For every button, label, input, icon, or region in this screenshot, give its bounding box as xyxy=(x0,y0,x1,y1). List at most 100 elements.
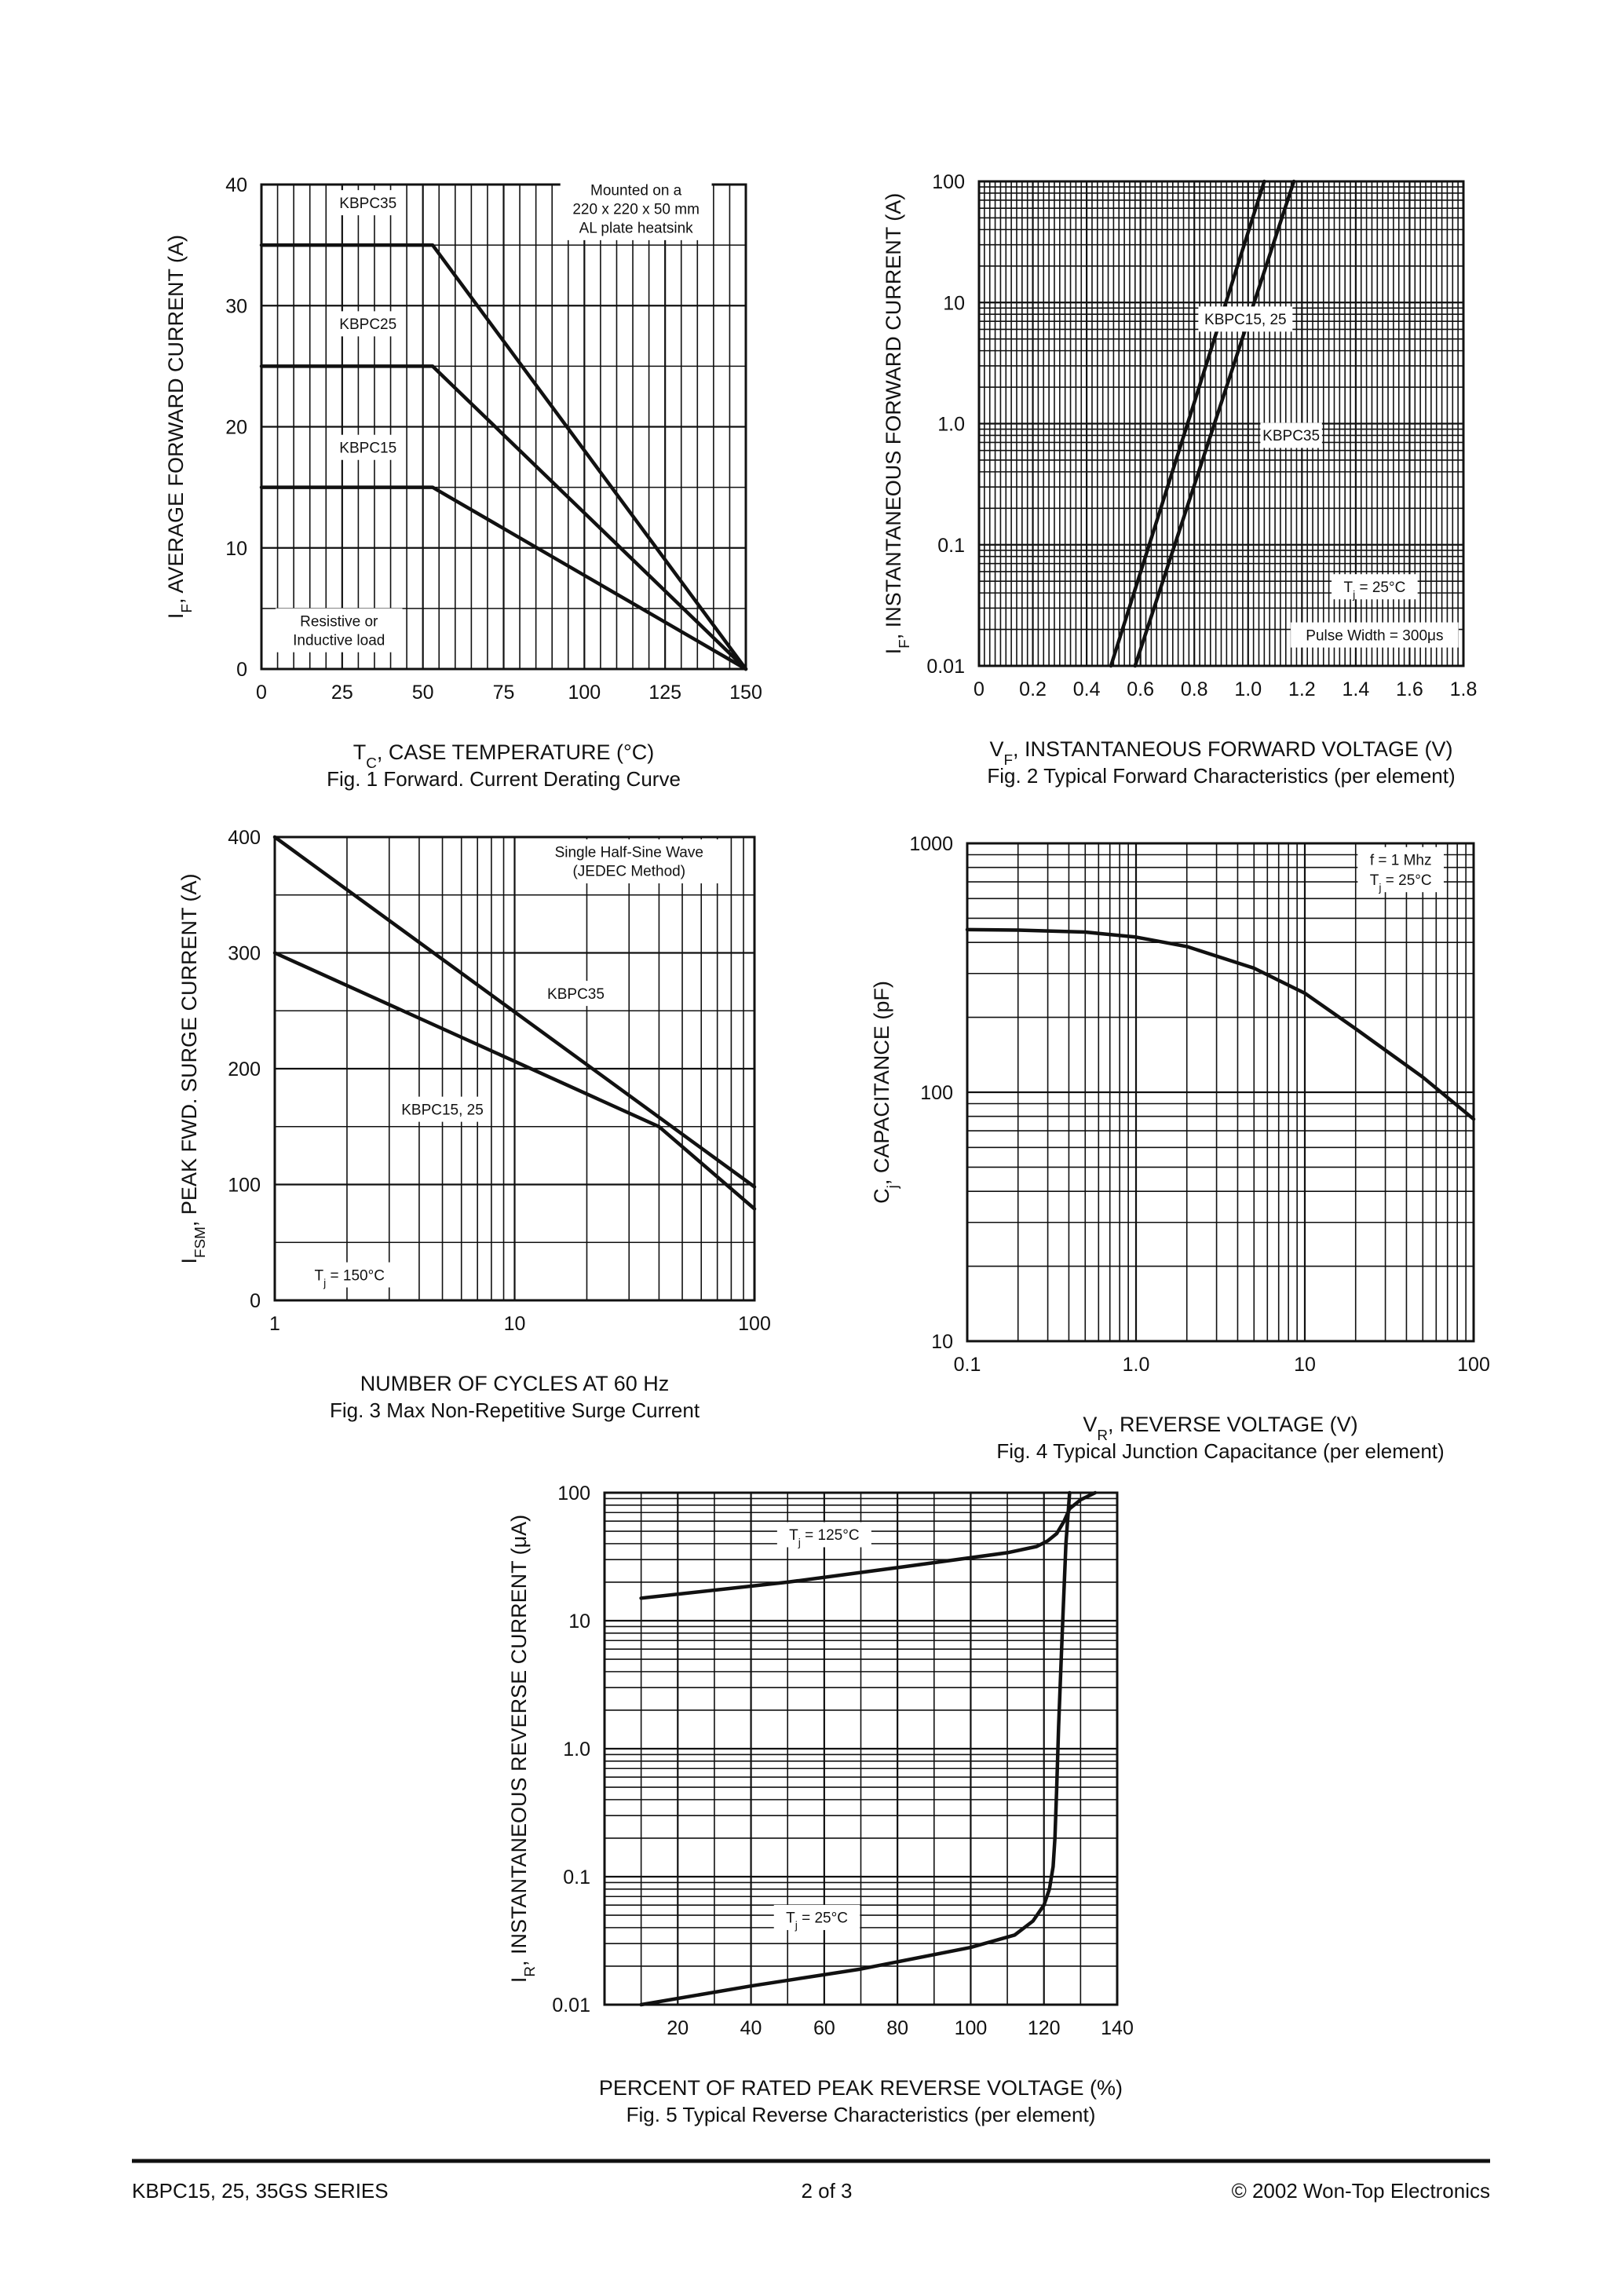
footer-copyright: © 2002 Won-Top Electronics xyxy=(1232,2179,1490,2203)
fig2-y-tick-label: 10 xyxy=(943,292,965,314)
fig3-x-axis-label: NUMBER OF CYCLES AT 60 Hz xyxy=(360,1372,670,1395)
fig1-annotation-text: Resistive or xyxy=(300,613,378,630)
fig1-series-line xyxy=(259,485,748,671)
fig3-plot-frame xyxy=(273,835,756,1302)
fig4-y-tick-label: 10 xyxy=(931,1331,953,1353)
fig3-annotation-text: KBPC35 xyxy=(547,986,605,1003)
fig5-x-tick-label: 120 xyxy=(1028,2017,1061,2039)
fig2-y-tick-label: 0.1 xyxy=(937,535,965,557)
fig2-annotation-box xyxy=(1198,306,1293,332)
fig3-y-tick-label: 200 xyxy=(228,1058,261,1080)
fig5-annotation-text: Tj = 25°C xyxy=(786,1910,848,1932)
fig3-y-tick-label: 400 xyxy=(228,827,261,849)
fig2-annotation-box xyxy=(1291,622,1459,648)
fig2-annotation-box xyxy=(1332,574,1418,600)
fig5-annotation-text: Tj = 125°C xyxy=(789,1527,859,1548)
fig4-y-tick-label: 100 xyxy=(920,1082,953,1104)
fig1-x-axis-label: TC, CASE TEMPERATURE (°C) xyxy=(353,740,655,772)
fig2-x-tick-label: 0.8 xyxy=(1181,678,1208,700)
fig2-annotation-text: KBPC35 xyxy=(1262,428,1320,444)
fig3-annotation-box xyxy=(537,839,721,883)
fig1-annotation-text: 220 x 220 x 50 mm xyxy=(572,202,700,218)
fig3-y-tick-label: 300 xyxy=(228,943,261,965)
fig3-x-tick-label: 1 xyxy=(269,1313,280,1335)
fig1-annotation-box xyxy=(275,608,403,653)
fig2-x-tick-label: 0.6 xyxy=(1127,678,1154,700)
fig1-plot-frame xyxy=(260,183,747,671)
fig1-x-tick-label: 0 xyxy=(256,682,267,704)
fig1-x-tick-label: 50 xyxy=(412,682,434,704)
fig2-x-tick-label: 1.6 xyxy=(1396,678,1423,700)
fig3-series-line xyxy=(272,951,757,1211)
fig2-caption: Fig. 2 Typical Forward Characteristics (… xyxy=(987,764,1455,788)
fig5-y-axis-label: IR, INSTANTANEOUS REVERSE CURRENT (μA) xyxy=(507,1515,539,1983)
fig5-x-axis-label: PERCENT OF RATED PEAK REVERSE VOLTAGE (%… xyxy=(599,2076,1123,2100)
fig1-y-tick-label: 20 xyxy=(225,417,247,439)
fig4-annotation-box xyxy=(1357,867,1444,893)
fig2-plot-frame xyxy=(977,180,1465,667)
fig3-caption: Fig. 3 Max Non-Repetitive Surge Current xyxy=(330,1398,700,1422)
fig2-chart: 0 0.2 0.4 0.6 0.8 1.0 1.2 1.4 1.6 1.8 0.01 0.1 1.0 10… xyxy=(882,171,1477,788)
fig4-caption: Fig. 4 Typical Junction Capacitance (per… xyxy=(996,1439,1444,1463)
fig3-y-axis-label: IFSM, PEAK FWD. SURGE CURRENT (A) xyxy=(177,874,209,1264)
fig1-y-tick-label: 40 xyxy=(225,174,247,196)
fig5-y-tick-label: 1.0 xyxy=(563,1738,590,1760)
fig1-y-tick-label: 10 xyxy=(225,538,247,560)
fig3-x-tick-label: 100 xyxy=(738,1313,771,1335)
fig2-x-tick-label: 1.2 xyxy=(1288,678,1316,700)
fig5-x-tick-label: 100 xyxy=(955,2017,988,2039)
fig2-annotation-box xyxy=(1260,422,1322,448)
fig2-series-line xyxy=(1133,179,1296,668)
fig1-chart: 0 25 50 75 100 125 150 0 10 20 30 40 TC, CASE TEMPER… xyxy=(164,174,762,791)
fig4-series-line xyxy=(965,927,1476,1121)
fig5-x-tick-label: 140 xyxy=(1101,2017,1134,2039)
fig1-caption: Fig. 1 Forward. Current Derating Curve xyxy=(327,767,681,791)
fig1-y-tick-label: 30 xyxy=(225,295,247,317)
fig1-annotation-text: Mounted on a xyxy=(590,183,682,199)
fig1-annotation-text: KBPC15 xyxy=(339,440,396,456)
fig1-x-tick-label: 125 xyxy=(648,682,681,704)
fig4-y-axis-label: Cj, CAPACITANCE (pF) xyxy=(870,981,901,1204)
fig3-chart: 1 10 100 0 100 200 300 400 NUMBER OF CYCLES AT 6… xyxy=(177,827,771,1422)
fig2-x-tick-label: 1.4 xyxy=(1343,678,1370,700)
fig5-y-tick-label: 0.1 xyxy=(563,1866,590,1888)
fig5-series-line xyxy=(639,1490,1072,2007)
fig1-annotation-box xyxy=(560,177,712,240)
fig4-x-axis-label: VR, REVERSE VOLTAGE (V) xyxy=(1083,1413,1357,1444)
fig1-annotation-text: KBPC35 xyxy=(339,196,396,212)
fig3-grid xyxy=(273,835,754,1302)
fig2-y-tick-label: 1.0 xyxy=(937,414,965,436)
fig3-annotation-box xyxy=(395,1096,490,1122)
footer-series-name: KBPC15, 25, 35GS SERIES xyxy=(132,2179,389,2203)
fig1-y-tick-label: 0 xyxy=(236,659,247,681)
fig1-annotation-text: KBPC25 xyxy=(339,316,396,333)
fig2-annotation-text: Pulse Width = 300μs xyxy=(1306,627,1443,644)
fig5-x-tick-label: 20 xyxy=(667,2017,689,2039)
fig3-series-line xyxy=(272,835,757,1189)
fig2-x-tick-label: 1.8 xyxy=(1450,678,1478,700)
footer-page-number: 2 of 3 xyxy=(801,2179,852,2203)
fig3-y-tick-label: 100 xyxy=(228,1175,261,1197)
fig2-x-tick-label: 0.2 xyxy=(1019,678,1047,700)
fig5-x-tick-label: 80 xyxy=(886,2017,908,2039)
fig3-y-tick-label: 0 xyxy=(250,1290,261,1312)
fig1-annotation-box xyxy=(337,190,399,216)
fig4-x-tick-label: 100 xyxy=(1457,1354,1490,1376)
fig4-y-tick-label: 1000 xyxy=(909,833,953,855)
fig1-y-axis-label: IF, AVERAGE FORWARD CURRENT (A) xyxy=(164,235,195,619)
fig5-series-line xyxy=(639,1490,1098,1600)
fig2-x-tick-label: 0.4 xyxy=(1073,678,1101,700)
fig1-annotation-box xyxy=(337,434,399,460)
fig1-annotation-text: Inductive load xyxy=(293,632,385,649)
fig5-chart: 20 40 60 80 100 120 140 0.01 0.1 1.0 10 100 PERCENT … xyxy=(507,1483,1134,2126)
fig2-annotation-text: Tj = 25°C xyxy=(1343,579,1405,601)
fig4-annotation-text: Tj = 25°C xyxy=(1370,872,1432,894)
fig4-plot-frame xyxy=(966,842,1475,1343)
fig4-grid xyxy=(966,843,1474,1343)
fig1-series-line xyxy=(259,243,748,671)
fig4-x-tick-label: 10 xyxy=(1294,1354,1316,1376)
fig2-y-tick-label: 0.01 xyxy=(926,656,965,678)
fig5-plot-frame xyxy=(603,1491,1119,2006)
fig5-annotation-box xyxy=(773,1904,860,1930)
fig2-annotation-text: KBPC15, 25 xyxy=(1204,312,1287,328)
